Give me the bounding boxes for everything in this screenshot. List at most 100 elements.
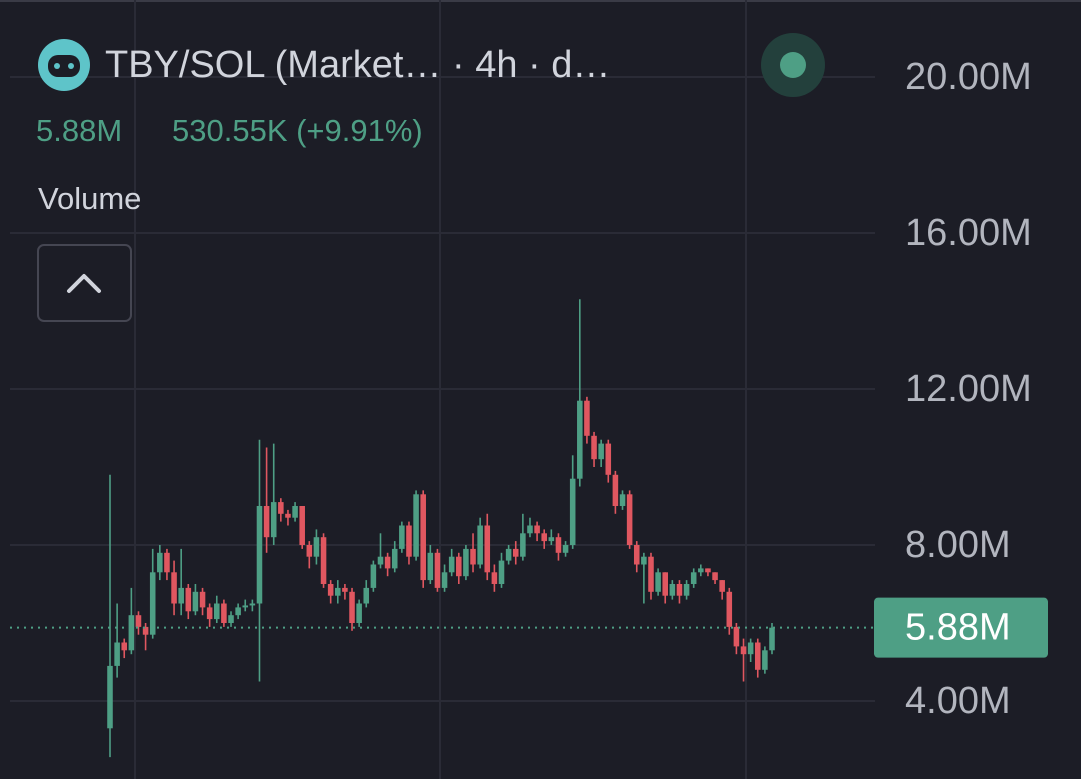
chevron-icon — [67, 274, 101, 293]
candle-body — [676, 584, 683, 596]
price-change: 530.55K (+9.91%) — [172, 113, 423, 148]
candle-body — [605, 443, 612, 475]
candle-body — [690, 572, 697, 584]
candle-body — [256, 506, 263, 604]
candle-body — [185, 587, 192, 612]
candle-body — [484, 525, 491, 573]
candle-body — [171, 572, 177, 604]
candle-body — [541, 533, 547, 542]
candle-body — [762, 650, 768, 670]
y-tick-label: 16.00M — [905, 212, 1032, 254]
candle-body — [705, 568, 711, 573]
candle-body — [633, 545, 640, 565]
candle-body — [747, 642, 754, 655]
candle-body — [313, 537, 320, 557]
candle-body — [733, 626, 740, 647]
plot: 4.00M 8.00M 12.00M 16.00M 20.00M 5.88M — [10, 56, 1048, 758]
y-tick-label: 8.00M — [905, 524, 1011, 566]
candle-body — [263, 506, 270, 538]
candle-body — [512, 548, 519, 557]
candle-body — [349, 591, 355, 623]
candle-body — [683, 584, 690, 596]
candle-body — [655, 572, 661, 592]
candle-body — [221, 603, 227, 623]
status-dot — [780, 52, 806, 78]
candle-body — [107, 665, 113, 729]
candle-body — [754, 642, 761, 670]
candle-body — [463, 548, 469, 577]
candle-body — [527, 525, 533, 534]
candle-body — [192, 591, 199, 612]
candle-body — [669, 584, 676, 596]
candle-body — [648, 556, 654, 592]
token-icon-eye — [54, 63, 60, 69]
y-tick-label: 12.00M — [905, 368, 1032, 410]
candle-body — [377, 556, 384, 565]
candle-body — [128, 615, 135, 651]
candle-body — [142, 626, 149, 635]
candle-body — [626, 494, 633, 545]
candle-body — [278, 502, 284, 514]
candle-body — [434, 552, 441, 588]
candle-body — [698, 568, 704, 573]
candle-body — [505, 548, 512, 561]
candle-body — [363, 587, 370, 604]
candle-body — [498, 560, 505, 584]
candle-body — [135, 615, 142, 627]
candle-body — [534, 525, 540, 534]
candle-body — [285, 513, 291, 518]
candle-body — [641, 556, 647, 565]
candle-body — [719, 580, 725, 592]
candle-body — [420, 494, 426, 581]
candle-body — [270, 502, 277, 538]
price-label: 5.88M — [905, 607, 1011, 649]
candle-body — [612, 474, 619, 506]
candle-body — [769, 627, 775, 651]
candle-body — [598, 443, 604, 460]
candle-body — [427, 552, 434, 581]
candle-body — [249, 603, 256, 606]
candle-body — [477, 525, 483, 565]
candle-body — [562, 545, 569, 553]
candle-body — [619, 494, 626, 506]
token-icon-eye — [68, 63, 74, 69]
candle-body — [299, 506, 305, 545]
candle-body — [327, 584, 334, 596]
indicator-label: Volume — [38, 181, 141, 216]
candle-body — [740, 646, 747, 655]
candle-body — [178, 587, 184, 604]
candle-body — [577, 400, 583, 479]
candle-body — [441, 572, 448, 588]
candle-body — [242, 605, 249, 608]
candle-body — [114, 642, 120, 666]
candle-body — [370, 564, 377, 588]
candle-body — [206, 607, 213, 620]
candle-body — [584, 400, 590, 436]
candle-body — [413, 494, 419, 557]
candle-body — [157, 552, 163, 573]
candle-body — [662, 572, 669, 596]
candle-body — [199, 591, 206, 608]
candle-body — [399, 525, 405, 549]
candle-body — [149, 572, 156, 635]
collapse-button[interactable] — [37, 244, 132, 322]
candle-body — [448, 556, 455, 573]
candle-body — [306, 545, 313, 557]
candle-body — [456, 556, 462, 577]
candle-body — [548, 537, 555, 542]
candle-body — [384, 556, 391, 569]
header: TBY/SOL (Market… · 4h · d… 5.88M 530.55K… — [36, 33, 825, 322]
candle-body — [591, 435, 597, 460]
candle-body — [491, 572, 498, 584]
chart-title: TBY/SOL (Market… · 4h · d… — [105, 44, 610, 86]
candle-body — [235, 607, 241, 616]
candle-body — [292, 506, 298, 518]
candle-body — [121, 642, 128, 651]
candle-body — [356, 603, 362, 623]
token-icon-face — [48, 55, 80, 77]
y-tick-label: 20.00M — [905, 56, 1032, 98]
last-price: 5.88M — [36, 113, 122, 148]
candle-body — [520, 533, 526, 557]
candle-body — [228, 615, 234, 623]
